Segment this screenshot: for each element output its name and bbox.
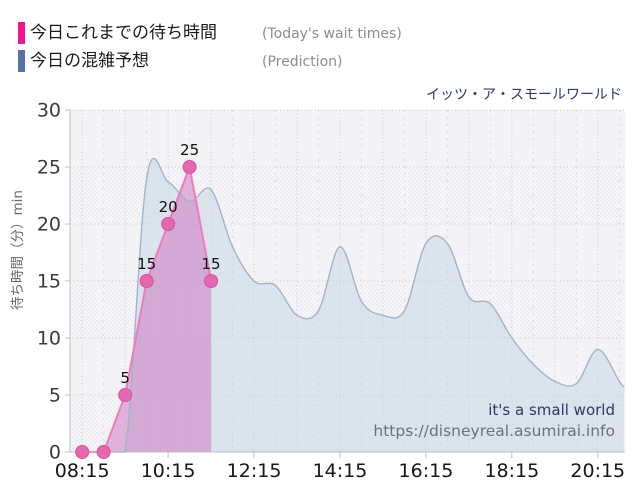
series-areas: [82, 158, 625, 452]
legend-item-today-wait: 今日これまでの待ち時間 (Today's wait times): [18, 22, 402, 44]
watermark-site-url: https://disneyreal.asumirai.info: [373, 422, 615, 440]
point-value-label: 15: [137, 255, 156, 273]
data-point: [118, 388, 133, 402]
y-tick-label: 20: [37, 214, 61, 236]
prediction-area: [82, 158, 625, 452]
data-point: [182, 160, 197, 174]
tick-labels: 0 5 10 15 20 25 30 08:15 10:15 12:15 14:15 16:15 18:…: [37, 100, 625, 483]
prediction-line: [82, 157, 625, 453]
data-point: [204, 274, 219, 288]
legend-swatch-today-wait: [18, 22, 25, 44]
x-tick-label: 14:15: [313, 460, 368, 482]
point-value-label: 20: [159, 198, 178, 216]
data-point: [139, 274, 154, 288]
y-tick-label: 25: [37, 157, 61, 179]
data-points: 5 15 20 25 15: [75, 141, 221, 459]
x-tick-label: 20:15: [570, 460, 625, 482]
x-tick-label: 16:15: [399, 460, 454, 482]
attraction-title: イッツ・ア・スモールワールド: [426, 87, 622, 103]
grid: [70, 109, 625, 452]
legend-label-prediction: 今日の混雑予想: [30, 51, 149, 71]
today-wait-area: [82, 167, 212, 452]
legend-label-today-wait: 今日これまでの待ち時間: [30, 23, 217, 43]
legend-swatch-prediction: [18, 50, 25, 72]
watermark-attraction-name: it's a small world: [488, 401, 615, 419]
y-axis-title: 待ち時間（分）min: [10, 190, 26, 310]
x-tick-label: 08:15: [55, 460, 110, 482]
legend-item-prediction: 今日の混雑予想 (Prediction): [18, 50, 342, 72]
y-tick-label: 0: [49, 442, 61, 464]
background-band: [70, 110, 625, 167]
point-value-label: 15: [202, 255, 221, 273]
legend-sublabel-today-wait: (Today's wait times): [262, 26, 402, 42]
y-tick-label: 10: [37, 328, 61, 350]
x-tick-label: 10:15: [141, 460, 196, 482]
point-value-label: 25: [180, 141, 199, 159]
x-tick-label: 12:15: [227, 460, 282, 482]
point-value-label: 5: [120, 369, 130, 387]
data-point: [75, 445, 90, 459]
legend-sublabel-prediction: (Prediction): [262, 54, 343, 70]
x-tick-label: 18:15: [484, 460, 539, 482]
data-point: [161, 217, 176, 231]
axes: [65, 109, 625, 458]
y-tick-label: 5: [49, 385, 61, 407]
y-tick-label: 15: [37, 271, 61, 293]
data-point: [96, 445, 111, 459]
y-tick-label: 30: [37, 100, 61, 122]
